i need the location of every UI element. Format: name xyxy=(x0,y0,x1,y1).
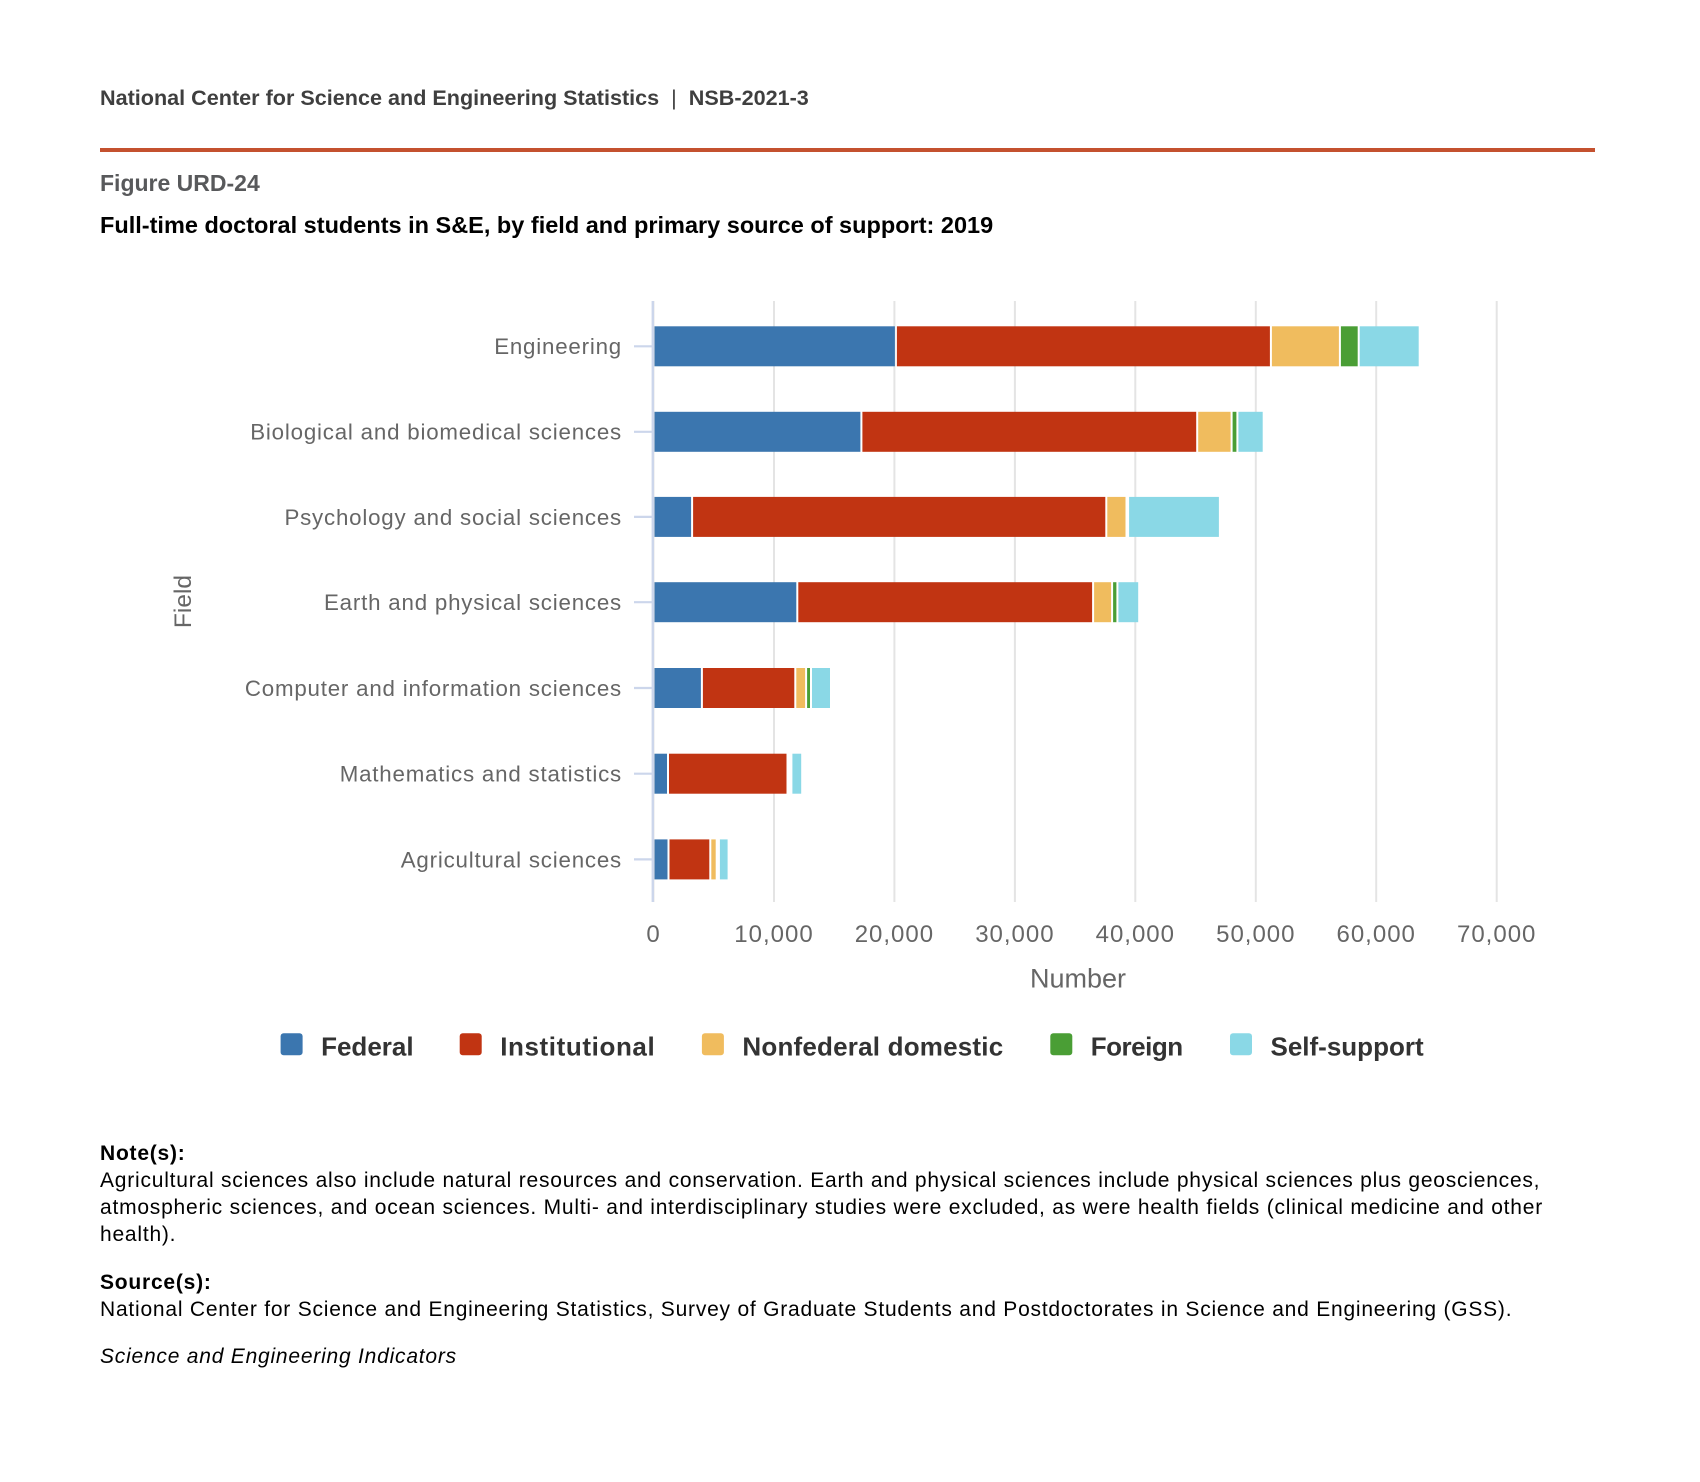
svg-text:10,000: 10,000 xyxy=(734,921,813,948)
svg-text:Institutional: Institutional xyxy=(500,1032,655,1062)
svg-text:Mathematics and statistics: Mathematics and statistics xyxy=(340,762,622,787)
svg-text:Federal: Federal xyxy=(321,1032,414,1062)
svg-text:Foreign: Foreign xyxy=(1091,1032,1183,1062)
svg-text:30,000: 30,000 xyxy=(975,921,1054,948)
svg-text:0: 0 xyxy=(646,921,660,948)
svg-text:Agricultural sciences: Agricultural sciences xyxy=(401,847,622,872)
svg-text:Earth and physical sciences: Earth and physical sciences xyxy=(324,590,622,615)
svg-text:Number: Number xyxy=(1030,964,1126,994)
svg-text:Psychology and social sciences: Psychology and social sciences xyxy=(284,505,622,530)
svg-text:40,000: 40,000 xyxy=(1096,921,1175,948)
svg-text:Field: Field xyxy=(170,575,197,628)
svg-text:Nonfederal domestic: Nonfederal domestic xyxy=(742,1032,1003,1062)
svg-text:60,000: 60,000 xyxy=(1336,921,1415,948)
svg-text:20,000: 20,000 xyxy=(855,921,934,948)
svg-text:Self-support: Self-support xyxy=(1271,1032,1424,1062)
svg-text:Biological and biomedical scie: Biological and biomedical sciences xyxy=(250,420,622,445)
svg-text:50,000: 50,000 xyxy=(1216,921,1295,948)
svg-text:Computer and information scien: Computer and information sciences xyxy=(245,676,622,701)
svg-text:Engineering: Engineering xyxy=(494,334,622,359)
svg-text:70,000: 70,000 xyxy=(1457,921,1536,948)
